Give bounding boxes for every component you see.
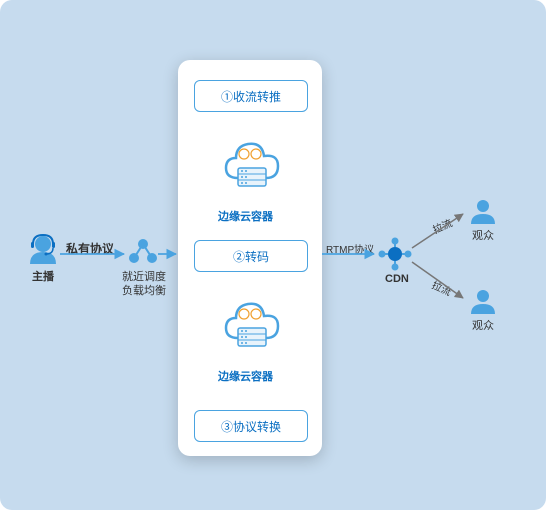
box-transcode: ②转码 — [194, 240, 308, 272]
cloud-container-1-label: 边缘云容器 — [218, 208, 273, 224]
cloud-container-icon-2 — [216, 288, 286, 363]
cloud-container-2-label: 边缘云容器 — [218, 368, 273, 384]
box-protocol-label: ③协议转换 — [221, 418, 281, 435]
viewer-icon-2 — [468, 286, 498, 321]
viewer-2-label: 观众 — [472, 317, 494, 333]
viewer-1-label: 观众 — [472, 227, 494, 243]
lb-label-2: 负载均衡 — [122, 282, 166, 298]
cdn-icon — [378, 237, 412, 276]
cdn-label: CDN — [385, 273, 409, 285]
rtmp-label: RTMP协议 — [326, 241, 374, 256]
pull-2-label: 拉流 — [430, 277, 454, 299]
anchor-icon — [26, 232, 60, 271]
viewer-icon-1 — [468, 196, 498, 231]
pull-1-label: 拉流 — [430, 215, 454, 237]
diagram-canvas: ①收流转推 ②转码 ③协议转换 边缘云容器 — [0, 0, 546, 510]
lb-icon — [128, 236, 158, 271]
box-transcode-label: ②转码 — [233, 248, 269, 265]
box-protocol: ③协议转换 — [194, 410, 308, 442]
box-ingest-label: ①收流转推 — [221, 88, 281, 105]
anchor-label: 主播 — [32, 268, 54, 284]
box-ingest: ①收流转推 — [194, 80, 308, 112]
cloud-container-icon-1 — [216, 128, 286, 203]
private-protocol-label: 私有协议 — [66, 240, 114, 257]
